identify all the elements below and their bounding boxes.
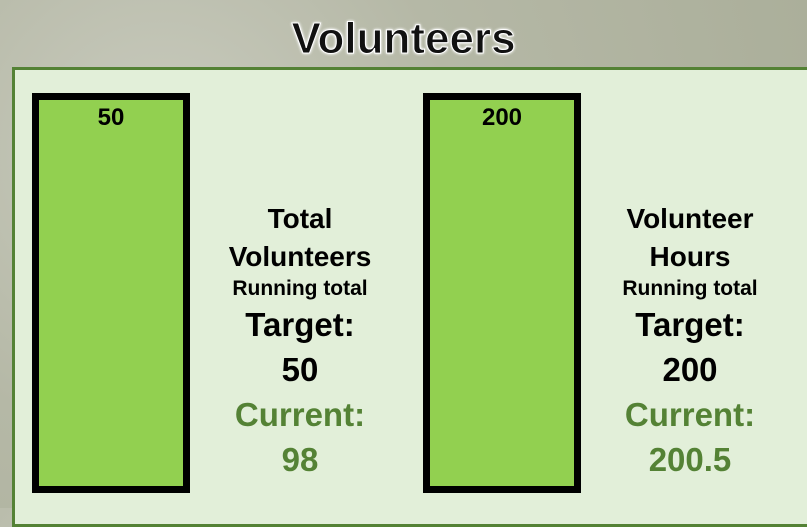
gauges xyxy=(32,93,581,493)
bar-label: 200 xyxy=(481,104,523,131)
gauge-label: Volunteer Hours xyxy=(626,203,754,272)
gauge-label: Total Volunteers xyxy=(228,203,372,272)
bar-fill xyxy=(423,93,581,493)
target-value: 200 xyxy=(662,351,718,388)
title: Volunteers xyxy=(291,14,516,64)
bar-fill xyxy=(32,93,190,493)
current-label: Current: xyxy=(624,396,756,433)
current-value: 200.5 xyxy=(648,441,732,478)
gauge-sublabel: Running total xyxy=(622,277,758,300)
target-label: Target: xyxy=(635,306,745,343)
current-label: Current: xyxy=(234,396,366,433)
bar-frame xyxy=(32,93,190,493)
target-label: Target: xyxy=(245,306,355,343)
target-value: 50 xyxy=(281,351,319,388)
current-value: 98 xyxy=(281,441,319,478)
gauge-text: Volunteer Hours Running total Target: 200 Cu… xyxy=(590,200,790,482)
bar-frame xyxy=(423,93,581,493)
gauge-sublabel: Running total xyxy=(232,277,368,300)
gauge-text: Total Volunteers Running total Target: 50 Cu… xyxy=(200,200,400,482)
bar-label: 50 xyxy=(97,104,125,131)
